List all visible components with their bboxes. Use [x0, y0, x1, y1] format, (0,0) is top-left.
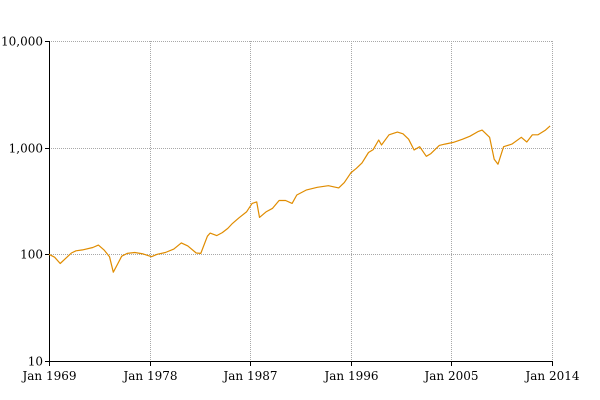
x-tick-label: Jan 1996 [322, 369, 378, 383]
series-line [48, 125, 551, 273]
y-tick-label: 10 [28, 355, 43, 369]
y-tick-label: 1,000 [9, 142, 43, 156]
grid-lines [49, 41, 553, 361]
x-tick-label: Jan 1978 [121, 369, 177, 383]
y-tick-label: 100 [20, 248, 43, 262]
x-tick-label: Jan 1969 [20, 369, 76, 383]
x-tick-label: Jan 2014 [523, 369, 579, 383]
series-layer [48, 125, 551, 273]
y-tick-label: 10,000 [1, 35, 43, 49]
y-tick-labels: 10 100 1,000 10,000 [1, 35, 43, 369]
x-tick-labels: Jan 1969 Jan 1978 Jan 1987 Jan 1996 Jan 2005… [20, 369, 579, 383]
x-tick-label: Jan 2005 [422, 369, 478, 383]
axes [45, 41, 553, 366]
x-tick-label: Jan 1987 [221, 369, 277, 383]
